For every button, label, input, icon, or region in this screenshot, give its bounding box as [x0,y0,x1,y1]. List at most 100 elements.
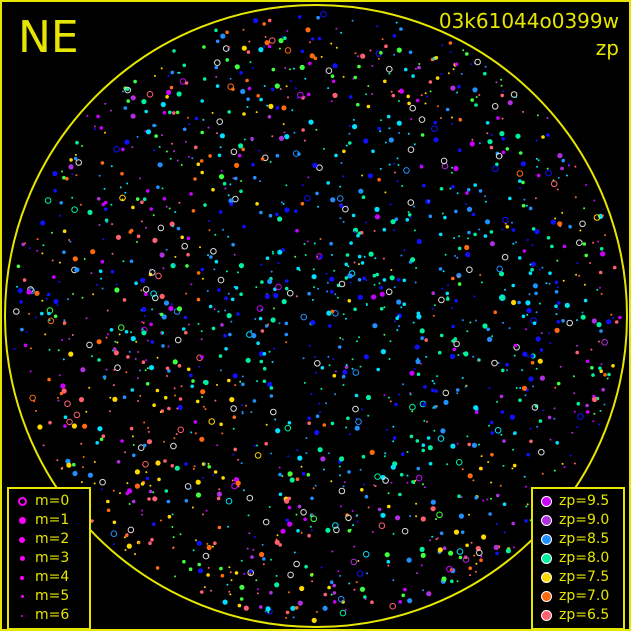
star-marker [338,280,346,288]
star-marker [297,600,303,606]
star-marker [239,584,245,590]
star-marker [554,304,558,309]
star-marker [170,70,175,75]
star-marker [313,56,318,61]
star-marker [270,558,272,561]
star-marker [481,534,487,540]
star-marker [495,551,499,556]
star-marker [420,133,425,137]
star-marker [71,196,74,199]
star-marker [260,329,265,333]
star-marker [507,100,513,106]
star-marker [354,231,356,234]
star-marker [78,397,85,403]
star-marker [591,318,597,324]
star-marker [156,356,159,359]
star-marker [184,462,188,466]
star-marker [307,176,310,179]
star-marker [489,241,495,247]
star-marker [330,480,333,483]
star-marker [184,499,189,503]
star-marker [197,568,204,574]
star-marker [416,466,421,471]
star-marker [159,519,162,522]
star-marker [377,177,381,182]
star-marker [61,466,64,469]
star-marker [598,366,602,371]
star-marker [440,157,448,165]
star-marker [220,169,223,172]
star-marker [422,589,424,592]
star-marker [98,269,103,274]
star-marker [112,520,117,525]
star-marker [305,452,308,455]
star-marker [407,146,415,153]
star-marker [471,442,477,448]
star-marker [300,509,307,516]
star-marker [373,283,376,286]
star-marker [99,478,106,486]
star-marker [330,42,333,45]
star-marker [250,555,254,559]
star-marker [317,447,323,453]
star-marker [380,119,382,122]
star-marker [325,402,328,405]
star-marker [121,198,124,201]
star-marker [130,331,133,334]
star-marker [145,359,148,362]
star-marker [348,132,351,135]
star-marker [124,191,127,194]
star-marker [191,157,194,160]
star-marker [220,369,222,372]
star-marker [127,488,133,494]
star-marker [576,344,578,347]
star-marker [353,588,356,591]
star-marker [383,79,387,84]
star-marker [360,488,364,492]
star-marker [231,479,234,482]
star-marker [445,291,450,296]
star-marker [489,230,494,234]
star-marker [432,406,435,409]
star-marker [535,139,538,142]
star-marker [415,98,420,103]
star-marker [377,57,380,60]
star-marker [228,590,231,593]
star-marker [524,328,527,331]
star-marker [26,289,32,295]
star-marker [268,213,273,218]
star-marker [525,505,528,508]
star-marker [198,365,200,368]
star-marker [240,462,243,465]
star-marker [292,67,295,70]
star-marker [81,145,83,147]
star-marker [575,273,578,276]
star-marker [409,216,412,219]
star-marker [435,76,440,80]
star-marker [275,153,280,158]
star-marker [574,165,577,168]
star-marker [264,293,270,299]
star-marker [110,109,112,112]
star-marker [310,37,315,41]
star-marker [456,91,459,94]
star-marker [465,203,467,206]
star-marker [123,536,126,539]
star-marker [501,228,504,231]
star-marker [239,380,242,383]
star-marker [100,161,105,165]
star-marker [241,375,244,378]
star-marker [170,442,177,450]
star-marker [585,410,590,414]
color-key-label: zp [595,36,619,60]
star-marker [97,358,101,362]
star-marker [416,572,419,575]
star-marker [431,307,434,310]
star-marker [289,80,292,83]
star-marker [537,159,540,162]
star-marker [271,361,274,363]
star-marker [334,370,337,373]
star-marker [269,160,272,163]
star-marker [611,364,615,368]
star-marker [394,171,396,174]
